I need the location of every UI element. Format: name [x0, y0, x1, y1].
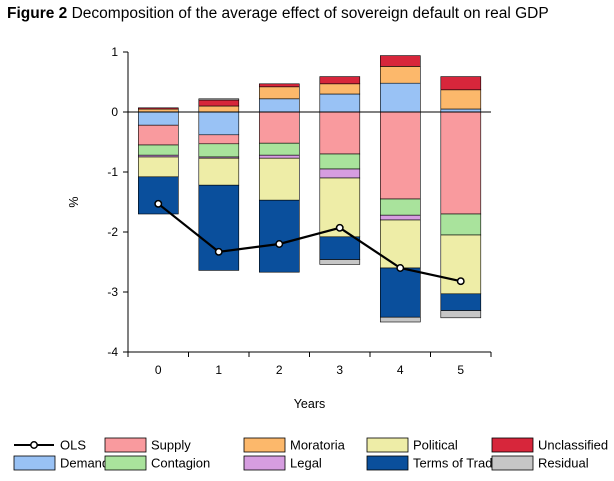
bar-segment [379, 55, 421, 67]
legend-label: Demand [60, 456, 109, 471]
bar-segment [198, 157, 240, 186]
x-tick-label: 0 [155, 363, 162, 377]
ols-point [154, 199, 163, 208]
bar-segment [138, 124, 179, 146]
bar-segment [440, 213, 482, 236]
legend-label: OLS [60, 438, 86, 453]
ols-line-layer [154, 199, 465, 286]
x-tick-label: 4 [397, 363, 404, 377]
bar-segment [379, 111, 421, 200]
y-tick-label: -3 [107, 285, 118, 299]
y-axis-label: % [67, 196, 81, 207]
x-tick-label: 3 [336, 363, 343, 377]
bar-segment [440, 310, 482, 319]
legend-swatch [243, 455, 286, 471]
bar-segment [379, 214, 421, 221]
bar-segment [258, 98, 300, 113]
legend-label: Supply [151, 438, 191, 453]
bar-segment [319, 83, 361, 95]
bar-segment [319, 93, 361, 113]
bar-segment [198, 184, 240, 271]
bar-layer [138, 55, 482, 323]
ols-line [157, 202, 462, 283]
bar-segment [138, 111, 179, 126]
legend-swatch [104, 455, 147, 471]
bar-segment [379, 66, 421, 84]
bar-segment [440, 293, 482, 311]
bar-segment [258, 83, 300, 88]
bar-segment [319, 259, 361, 265]
bar-segment [379, 198, 421, 216]
bar-segment [319, 153, 361, 170]
bar-segment [258, 199, 300, 273]
ols-point [275, 240, 284, 248]
legend-label: Unclassified [538, 438, 608, 453]
legend-label: Terms of Trade [413, 456, 500, 471]
x-tick-label: 5 [457, 363, 464, 377]
bar-segment [379, 267, 421, 318]
legend-swatch [366, 455, 409, 471]
figure-title: Figure 2 Decomposition of the average ef… [7, 5, 549, 23]
bar-segment [440, 89, 482, 110]
x-axis-label: Years [294, 397, 326, 411]
legend-label: Moratoria [290, 438, 346, 453]
legend-label: Legal [290, 456, 322, 471]
legend-swatch [491, 455, 534, 471]
bar-segment [198, 99, 240, 107]
bar-segment [258, 111, 300, 144]
bar-segment [319, 168, 361, 179]
bar-segment [319, 76, 361, 85]
legend-swatch [104, 437, 147, 453]
bar-segment [138, 176, 179, 215]
bar-segment [138, 144, 179, 156]
legend-swatch [366, 437, 409, 453]
ols-point [335, 223, 344, 232]
bar-segment [440, 111, 482, 215]
bar-segment [379, 316, 421, 323]
legend-label: Political [413, 438, 458, 453]
axes-layer: 1 0 -1 -2 -3 -4 0 1 2 3 4 5 Years% [67, 45, 492, 411]
bar-segment [198, 134, 240, 145]
y-tick-label: -4 [107, 345, 118, 359]
bar-segment [319, 236, 361, 260]
bar-segment [440, 76, 482, 91]
x-tick-label: 2 [276, 363, 283, 377]
ols-point [214, 247, 223, 256]
legend-swatch [13, 455, 56, 471]
y-tick-label: -2 [107, 225, 118, 239]
ols-point [396, 264, 405, 272]
bar-segment [138, 107, 179, 110]
legend-swatch [491, 437, 534, 453]
bar-segment [258, 157, 300, 201]
bar-segment [138, 156, 179, 178]
legend-swatch [243, 437, 286, 453]
y-tick-label: 0 [111, 105, 118, 119]
ols-point [456, 277, 465, 286]
bar-segment [258, 86, 300, 100]
legend: OLS Demand Supply Contagion Moratoria Legal Po… [13, 437, 608, 471]
figure-title-text: Decomposition of the average effect of s… [71, 5, 549, 22]
bar-segment [198, 98, 240, 101]
bar-segment [258, 154, 300, 159]
bar-segment [379, 82, 421, 113]
legend-label: Residual [538, 456, 589, 471]
y-tick-label: -1 [107, 165, 118, 179]
figure-label: Figure 2 [7, 5, 68, 22]
bar-segment [319, 111, 361, 155]
y-tick-label: 1 [111, 45, 118, 59]
bar-segment [198, 143, 240, 158]
bar-segment [198, 111, 240, 136]
legend-ols-marker-icon [30, 441, 38, 449]
x-tick-label: 1 [215, 363, 222, 377]
bar-segment [258, 142, 300, 156]
legend-label: Contagion [151, 456, 210, 471]
bar-segment [198, 105, 240, 113]
bar-segment [379, 219, 421, 269]
